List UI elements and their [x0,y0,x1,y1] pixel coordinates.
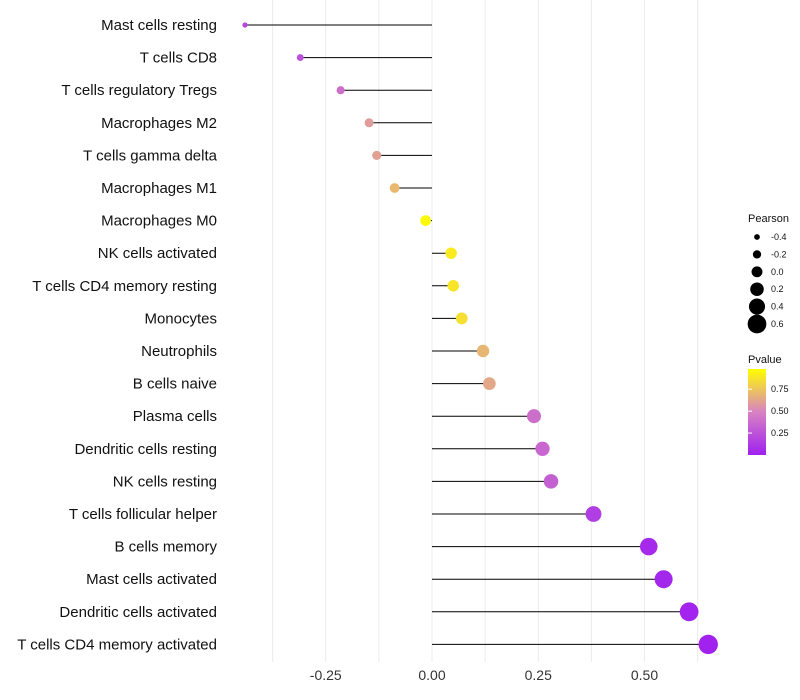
x-tick-label: 0.25 [525,667,552,683]
category-label: T cells follicular helper [69,506,217,523]
x-tick-label: -0.25 [310,667,342,683]
size-legend-label: 0.6 [771,319,784,329]
category-label: NK cells activated [98,245,217,262]
data-point [639,537,658,556]
category-label: Mast cells resting [101,17,217,34]
category-label: B cells memory [114,539,217,556]
size-legend: -0.4 -0.2 0.0 0.2 0.4 0.6 [747,232,787,334]
color-legend-label: 0.50 [771,406,789,416]
data-point [389,183,400,193]
size-legend-label: -0.2 [771,249,787,259]
category-label: Macrophages M1 [101,180,217,197]
data-point [679,602,699,622]
stem-layer [245,24,709,645]
data-point [585,506,602,522]
data-point [654,570,673,589]
color-legend-label: 0.25 [771,428,789,438]
category-label: Monocytes [144,310,217,327]
x-tick-label: 0.00 [418,667,445,683]
data-point [364,118,374,128]
data-point [455,312,468,325]
category-label: T cells CD4 memory activated [17,636,217,653]
data-point [535,441,550,456]
data-point [483,377,496,390]
category-label: B cells naive [133,376,217,393]
data-point [476,344,490,358]
x-tick-label: 0.50 [631,667,658,683]
category-label: T cells regulatory Tregs [61,82,217,99]
category-labels: Mast cells resting T cells CD8 T cells reg… [17,17,217,653]
point-layer [242,22,718,655]
legend-color-title: Pvalue [748,354,782,366]
size-legend-label: -0.4 [771,232,787,242]
data-point [296,54,304,62]
data-point [445,247,457,259]
size-legend-key [748,298,766,315]
category-label: T cells CD4 memory resting [32,278,217,295]
data-point [372,150,382,161]
color-legend-ticks: 0.25 0.50 0.75 [748,384,789,438]
category-label: Dendritic cells activated [59,604,217,621]
size-legend-key [751,266,763,278]
size-legend-key [752,250,762,259]
size-legend-label: 0.0 [771,267,784,277]
data-point [447,280,460,292]
legend-size-title: Pearson [748,213,789,225]
category-label: Dendritic cells resting [74,441,217,458]
x-tick-labels: -0.25 0.00 0.25 0.50 [310,667,659,683]
data-point [242,22,248,28]
color-legend-label: 0.75 [771,384,789,394]
category-label: NK cells resting [113,473,217,490]
category-label: T cells CD8 [140,50,217,67]
size-legend-label: 0.2 [771,284,784,294]
category-label: Plasma cells [133,408,217,425]
category-label: T cells gamma delta [83,147,218,164]
data-point [698,634,718,655]
size-legend-key [747,314,767,334]
size-legend-key [754,234,760,240]
legend: Pearson -0.4 -0.2 0.0 0.2 0.4 0.6 Pvalue 0.25… [747,213,789,455]
size-legend-label: 0.4 [771,302,784,312]
category-label: Neutrophils [141,343,217,360]
category-label: Mast cells activated [86,571,217,588]
grid-layer [272,0,699,662]
data-point [543,474,559,489]
size-legend-key [750,282,764,296]
color-bar [748,369,766,455]
category-label: Macrophages M2 [101,115,217,132]
data-point [420,215,431,226]
data-point [336,86,345,95]
category-label: Macrophages M0 [101,213,217,230]
data-point [526,409,542,424]
